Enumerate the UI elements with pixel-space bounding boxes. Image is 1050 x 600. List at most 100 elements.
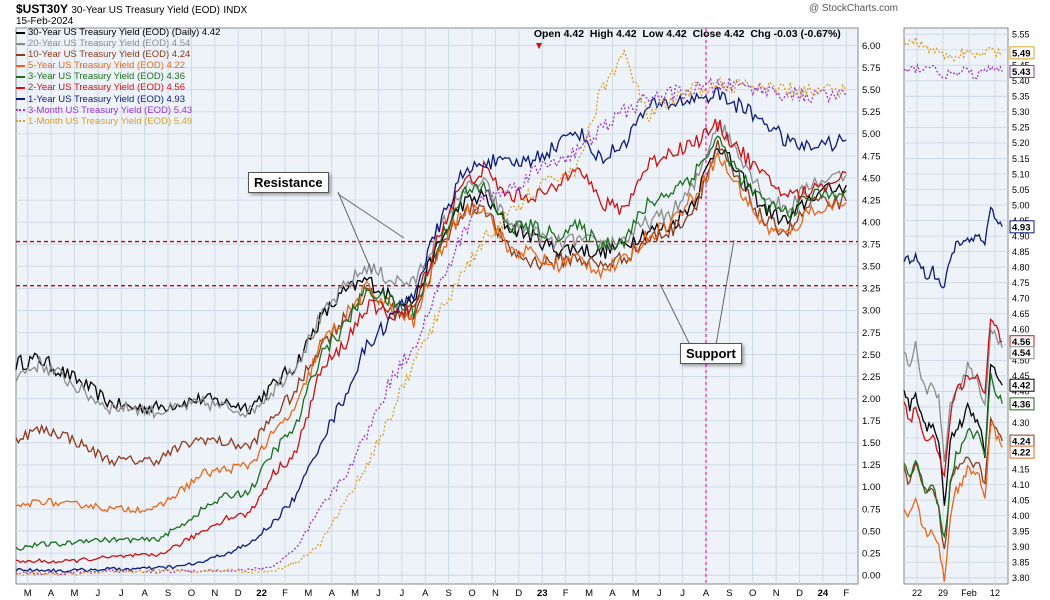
y-tick-label: 4.85: [1012, 247, 1030, 257]
y-tick-label: 5.50: [862, 85, 881, 96]
series-line-2-year: [903, 318, 1003, 478]
x-tick-label: 23: [537, 588, 548, 599]
price-tag-box: [1009, 397, 1035, 411]
x-tick-label: A: [422, 588, 429, 599]
support-leader: [659, 283, 691, 346]
x-tick-label: J: [376, 588, 381, 599]
support-callout: Support: [680, 343, 742, 364]
y-tick-label: 0.00: [862, 570, 881, 581]
y-tick-label: 5.55: [1012, 30, 1030, 40]
y-tick-label: 4.10: [1012, 480, 1030, 490]
x-tick-label: F: [563, 588, 569, 599]
x-tick-label: A: [609, 588, 616, 599]
x-tick-label: A: [329, 588, 336, 599]
legend-entry: 1-Month US Treasury Yield (EOD) 5.49: [16, 116, 220, 127]
y-tick-label: 3.75: [862, 240, 881, 251]
price-tag-label: 5.49: [1012, 48, 1031, 59]
y-tick-label: 4.40: [1012, 387, 1030, 397]
y-tick-label: 5.20: [1012, 138, 1030, 148]
y-tick-label: 4.45: [1012, 371, 1030, 381]
legend-swatch: [16, 87, 25, 90]
y-tick-label: 3.80: [1012, 573, 1030, 583]
legend-entry: 20-Year US Treasury Yield (EOD) 4.54: [16, 38, 220, 49]
exchange-label: INDX: [223, 5, 248, 16]
price-tag-box: [1009, 220, 1035, 234]
legend-swatch: [16, 98, 25, 101]
down-arrow-icon: ▼: [533, 40, 545, 52]
y-tick-label: 5.30: [1012, 107, 1030, 117]
series-line-1-year: [903, 206, 1003, 289]
ohlc-values: Open 4.42 High 4.42 Low 4.42 Close 4.42 …: [533, 28, 841, 40]
legend-entry: 5-Year US Treasury Yield (EOD) 4.22: [16, 60, 220, 71]
y-tick-label: 3.00: [862, 306, 881, 317]
y-tick-label: 5.00: [1012, 200, 1030, 210]
y-tick-label: 6.00: [862, 41, 881, 52]
y-tick-label: 1.50: [862, 438, 881, 449]
x-tick-label: 12: [990, 588, 1000, 598]
x-tick-label: M: [585, 588, 593, 599]
y-tick-label: 4.75: [1012, 278, 1030, 288]
x-tick-label: F: [843, 588, 849, 599]
y-tick-label: 5.10: [1012, 169, 1030, 179]
x-tick-label: D: [796, 588, 803, 599]
series-line-1-year: [15, 86, 847, 573]
y-tick-label: 4.75: [862, 151, 881, 162]
support-leader: [715, 239, 735, 346]
y-tick-label: 4.25: [862, 195, 881, 206]
x-tick-label: D: [515, 588, 522, 599]
x-tick-label: A: [703, 588, 710, 599]
x-tick-label: J: [400, 588, 405, 599]
plot-area: [903, 27, 1009, 585]
series-line-2-year: [15, 118, 847, 564]
x-tick-label: O: [468, 588, 475, 599]
y-tick-label: 4.00: [1012, 511, 1030, 521]
price-tag-label: 5.43: [1012, 67, 1031, 78]
y-tick-label: 4.30: [1012, 418, 1030, 428]
y-tick-label: 5.25: [862, 107, 881, 118]
y-tick-label: 1.00: [862, 482, 881, 493]
x-tick-label: 24: [818, 588, 829, 599]
y-tick-label: 4.90: [1012, 231, 1030, 241]
series-line-5-year: [903, 420, 1003, 582]
legend-entry: 10-Year US Treasury Yield (EOD) 4.24: [16, 49, 220, 60]
y-tick-label: 5.75: [862, 63, 881, 74]
y-tick-label: 1.75: [862, 416, 881, 427]
legend-entry: 3-Year US Treasury Yield (EOD) 4.36: [16, 71, 220, 82]
series-line-10-year: [903, 415, 1003, 550]
price-tag-label: 4.24: [1012, 437, 1031, 448]
legend-label: 1-Year US Treasury Yield (EOD) 4.93: [28, 93, 185, 105]
price-tag-label: 4.22: [1012, 448, 1031, 459]
x-tick-label: A: [48, 588, 55, 599]
y-tick-label: 3.90: [1012, 542, 1030, 552]
legend-swatch: [16, 75, 25, 78]
x-tick-label: N: [492, 588, 499, 599]
resistance-callout: Resistance: [248, 172, 329, 193]
y-tick-label: 1.25: [862, 460, 881, 471]
y-tick-label: 4.05: [1012, 495, 1030, 505]
series-line-1-month: [15, 48, 847, 577]
chart-title: $UST30Y 30-Year US Treasury Yield (EOD) …: [16, 2, 247, 16]
y-tick-label: 0.75: [862, 504, 881, 515]
y-tick-label: 2.00: [862, 394, 881, 405]
price-tag-box: [1009, 64, 1035, 78]
x-tick-label: M: [24, 588, 32, 599]
x-tick-label: J: [657, 588, 662, 599]
series-line-3-month: [903, 62, 1003, 80]
legend-swatch: [16, 109, 25, 112]
y-tick-label: 2.25: [862, 372, 881, 383]
legend-swatch: [16, 53, 25, 56]
y-tick-label: 5.40: [1012, 76, 1030, 86]
series-line-1-month: [903, 37, 1003, 62]
y-tick-label: 4.50: [1012, 356, 1030, 366]
plot-area: [15, 27, 859, 585]
legend-entry: 2-Year US Treasury Yield (EOD) 4.56: [16, 82, 220, 93]
x-tick-label: J: [119, 588, 124, 599]
legend-entry: 30-Year US Treasury Yield (EOD) (Daily) …: [16, 27, 220, 38]
legend-label: 5-Year US Treasury Yield (EOD) 4.22: [28, 60, 185, 72]
y-tick-label: 4.70: [1012, 294, 1030, 304]
x-tick-label: D: [235, 588, 242, 599]
chart-date: 15-Feb-2024: [16, 16, 74, 27]
price-tag-box: [1009, 378, 1035, 392]
y-tick-label: 4.60: [1012, 325, 1030, 335]
